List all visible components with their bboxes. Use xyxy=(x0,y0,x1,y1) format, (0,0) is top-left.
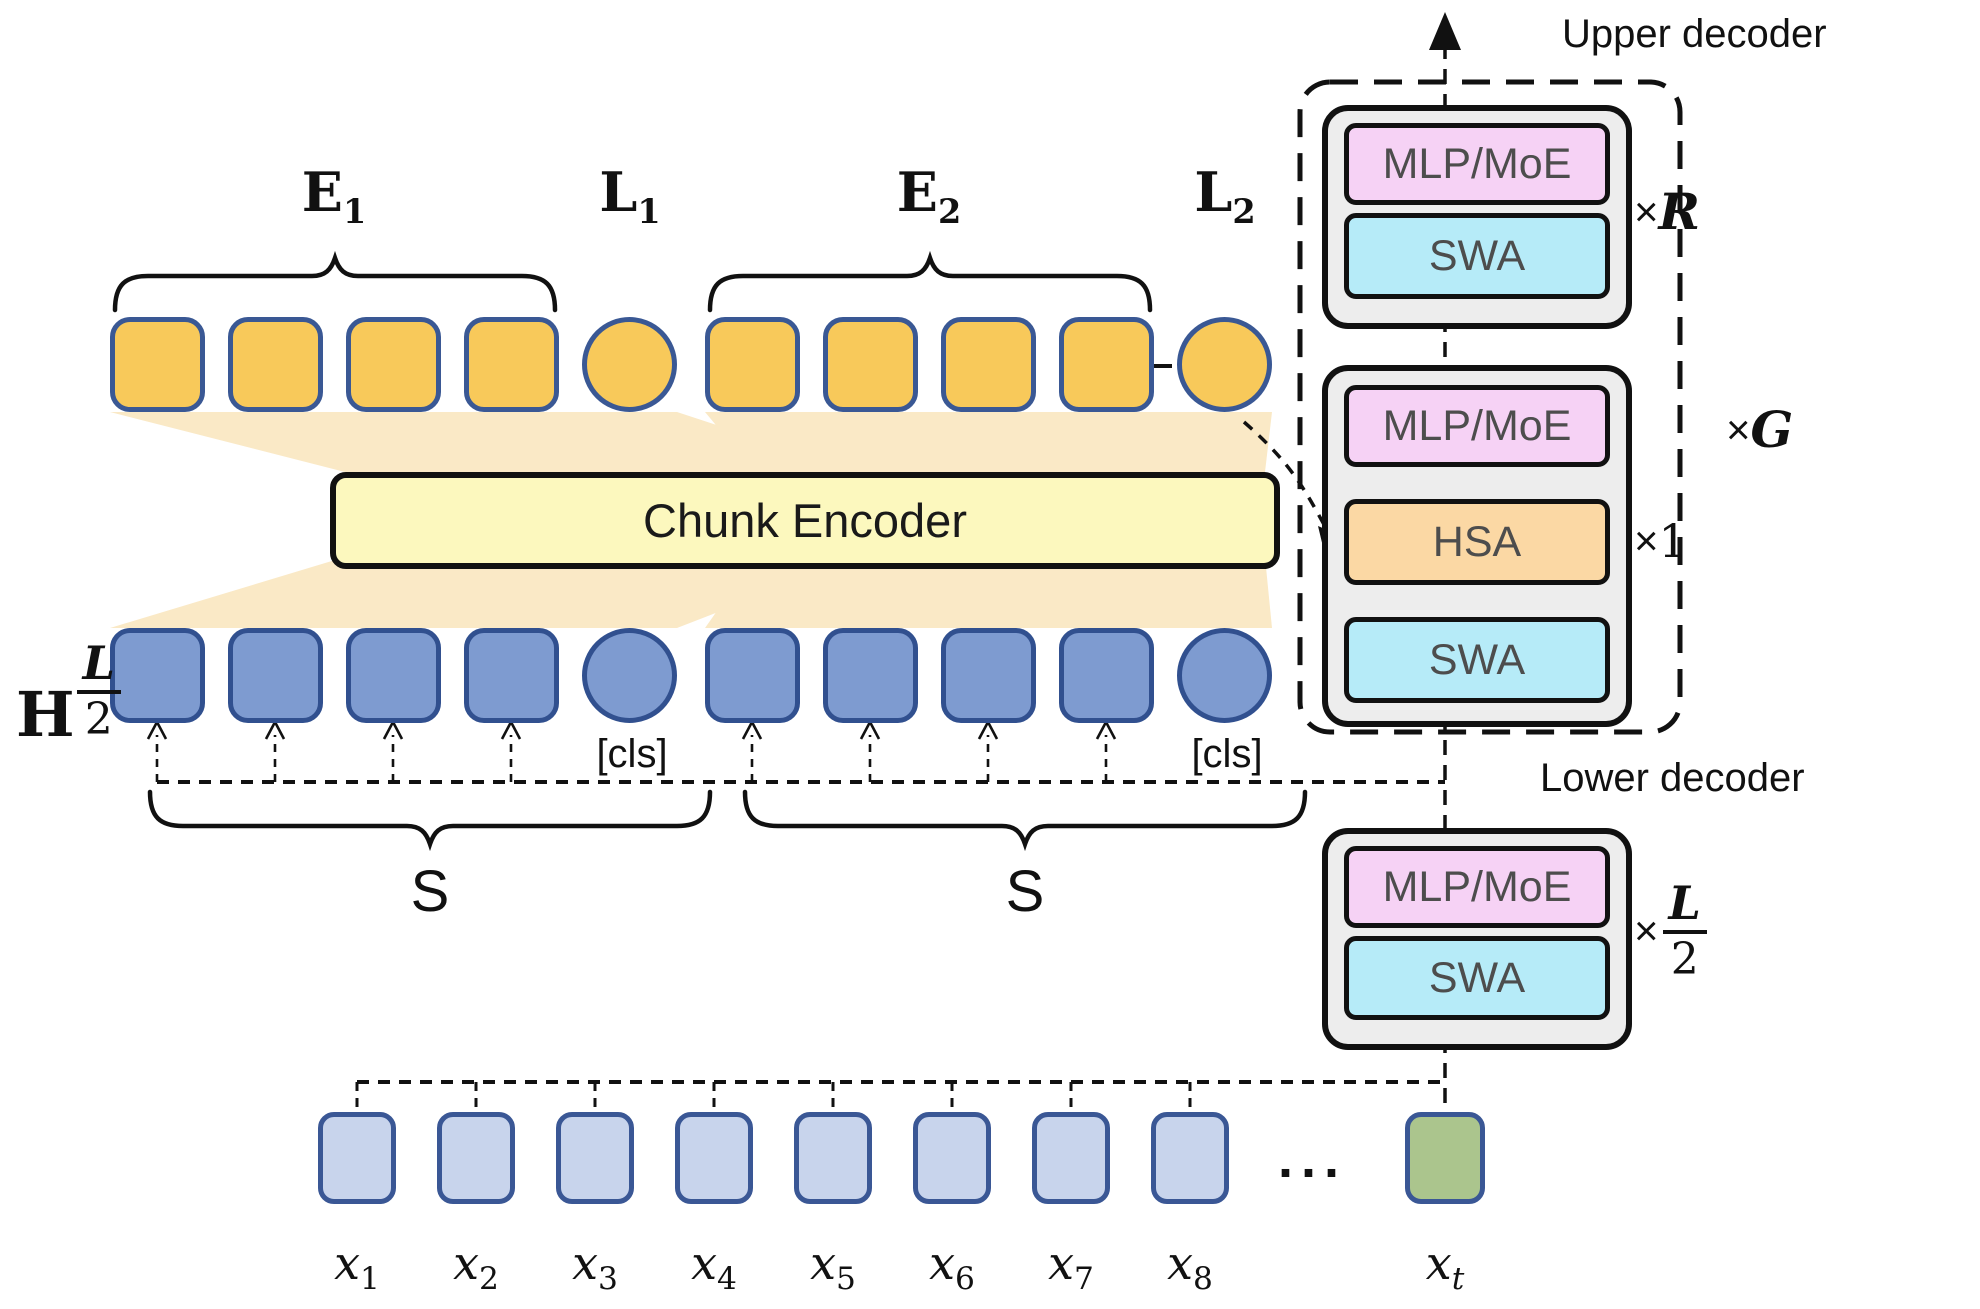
lower-decoder-title: Lower decoder xyxy=(1540,756,1805,800)
label-e1: E1 xyxy=(301,160,367,231)
x-token-4 xyxy=(675,1112,753,1204)
h-token-8 xyxy=(1059,628,1154,723)
h-cls-token-2 xyxy=(1177,628,1272,723)
x-label-7: x7 xyxy=(1048,1236,1094,1298)
label-h-hidden-states: H L 2 xyxy=(16,640,121,751)
label-l1: L1 xyxy=(599,160,661,231)
x-label-2: x2 xyxy=(453,1236,499,1298)
output-arrowhead xyxy=(1429,12,1461,50)
x-token-6 xyxy=(913,1112,991,1204)
x-label-5: x5 xyxy=(810,1236,856,1298)
x-label-8: x8 xyxy=(1167,1236,1213,1298)
x-token-1 xyxy=(318,1112,396,1204)
swa-layer: SWA xyxy=(1344,617,1610,703)
x-label-4: x4 xyxy=(691,1236,737,1298)
funnel-top-left xyxy=(110,412,860,472)
chunk-encoder-box: Chunk Encoder xyxy=(330,472,1280,569)
brace-s1 xyxy=(147,789,713,852)
s-label-2: S xyxy=(1005,859,1045,924)
x-label-3: x3 xyxy=(572,1236,618,1298)
h-token-3 xyxy=(346,628,441,723)
label-l2: L2 xyxy=(1194,160,1256,231)
x-token-8 xyxy=(1151,1112,1229,1204)
upper-decoder-block-r: MLP/MoE SWA xyxy=(1322,105,1632,329)
x-token-5 xyxy=(794,1112,872,1204)
x-token-7 xyxy=(1032,1112,1110,1204)
input-token-stubs xyxy=(355,1082,1192,1112)
upper-decoder-dashed-box xyxy=(1297,79,1683,735)
label-e2: E2 xyxy=(896,160,962,231)
brace-s2 xyxy=(742,789,1308,852)
e1-token-3 xyxy=(346,317,441,412)
mlp-moe-layer: MLP/MoE xyxy=(1344,123,1610,205)
feed-lines xyxy=(157,780,1445,1084)
funnel-bottom-right xyxy=(705,557,1272,628)
mlp-moe-layer: MLP/MoE xyxy=(1344,385,1610,467)
lower-decoder-block: MLP/MoE SWA xyxy=(1322,828,1632,1050)
l1-latent-token xyxy=(582,317,677,412)
e1-token-4 xyxy=(464,317,559,412)
funnel-bottom-left xyxy=(110,557,860,628)
hsa-layer: HSA xyxy=(1344,499,1610,585)
h-token-7 xyxy=(941,628,1036,723)
e2-token-4 xyxy=(1059,317,1154,412)
swa-layer: SWA xyxy=(1344,213,1610,299)
chunk-encoder-label: Chunk Encoder xyxy=(643,494,967,547)
x-token-2 xyxy=(437,1112,515,1204)
mlp-moe-layer: MLP/MoE xyxy=(1344,846,1610,928)
mult-1: × 1 xyxy=(1634,514,1688,568)
e1-token-2 xyxy=(228,317,323,412)
mult-r: × R xyxy=(1634,182,1701,241)
e2-token-2 xyxy=(823,317,918,412)
swa-layer: SWA xyxy=(1344,936,1610,1020)
x-label-6: x6 xyxy=(929,1236,975,1298)
x-token-3 xyxy=(556,1112,634,1204)
cls-label-1: [cls] xyxy=(596,732,668,776)
chunk-input-arrows xyxy=(155,735,1108,782)
s-label-1: S xyxy=(410,859,450,924)
x-label-1: x1 xyxy=(334,1236,380,1298)
h-token-2 xyxy=(228,628,323,723)
e2-token-3 xyxy=(941,317,1036,412)
h-token-1 xyxy=(110,628,205,723)
brace-e1 xyxy=(112,250,558,313)
upper-decoder-block-1: MLP/MoE HSA SWA xyxy=(1322,365,1632,727)
xt-token xyxy=(1405,1112,1485,1204)
e1-token-1 xyxy=(110,317,205,412)
xt-label: xt xyxy=(1425,1236,1465,1298)
braces xyxy=(112,250,1308,852)
mult-l-over-2: × L 2 xyxy=(1634,880,1707,982)
cls-label-2: [cls] xyxy=(1191,732,1263,776)
h-token-5 xyxy=(705,628,800,723)
e2-token-1 xyxy=(705,317,800,412)
h-cls-token-1 xyxy=(582,628,677,723)
funnel-top-right xyxy=(705,412,1272,472)
upper-decoder-title: Upper decoder xyxy=(1562,12,1827,56)
brace-e2 xyxy=(707,250,1153,313)
mult-g: × G xyxy=(1726,400,1794,459)
ellipsis: ... xyxy=(1278,1129,1348,1189)
l2-latent-token xyxy=(1177,317,1272,412)
h-token-4 xyxy=(464,628,559,723)
h-token-6 xyxy=(823,628,918,723)
encoder-funnels xyxy=(110,412,1272,628)
